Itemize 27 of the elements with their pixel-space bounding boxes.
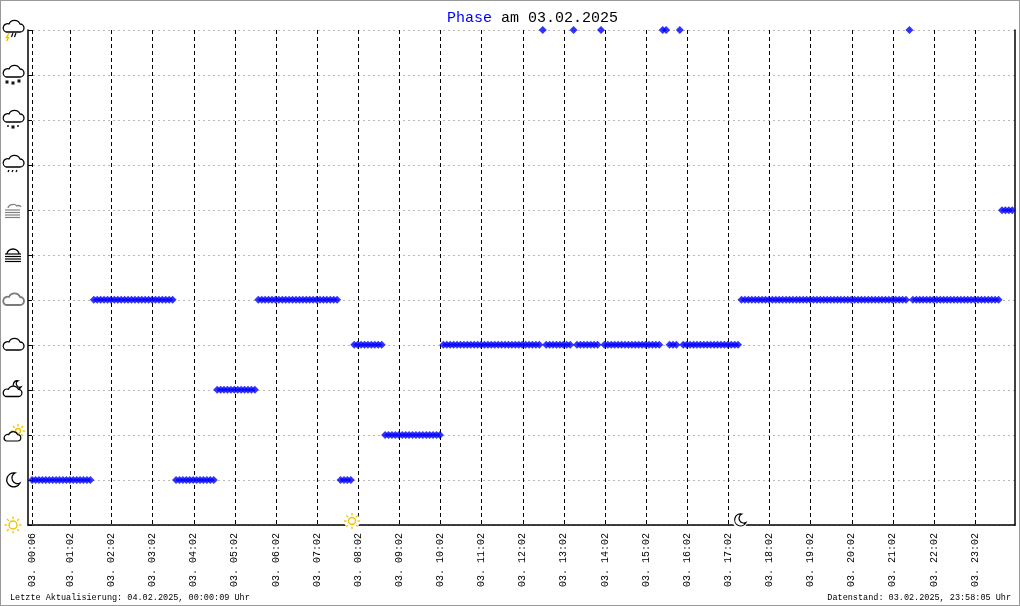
x-tick-label: 03. 21:02 [887,533,899,588]
x-tick-label: 03. 16:02 [681,533,693,588]
x-tick-label: 03. 04:02 [188,533,200,588]
x-tick-label: 03. 19:02 [805,533,817,588]
x-tick-label: 03. 23:02 [969,533,981,588]
x-tick-label: 03. 17:02 [723,533,734,588]
x-tick-label: 03. 22:02 [928,533,940,588]
x-tick-label: 03. 15:02 [640,533,652,588]
x-tick-label: 03. 00:06 [26,533,38,588]
x-tick-label: 03. 14:02 [599,533,611,588]
x-tick-label: 03. 08:02 [352,533,364,588]
x-tick-label: 03. 09:02 [394,533,405,588]
x-tick-label: 03. 02:02 [106,533,118,588]
text: Letzte Aktualisierung: 04.02.2025, 00:00:09 Uhr [10,592,250,603]
x-tick-label: 03. 05:02 [229,533,241,588]
x-tick-label: 03. 01:02 [65,533,76,588]
x-tick-label: 03. 18:02 [764,533,776,588]
x-tick-label: 03. 03:02 [147,533,159,588]
x-tick-label: 03. 13:02 [558,533,570,588]
x-tick-label: 03. 20:02 [846,533,858,588]
x-tick-label: 03. 11:02 [476,533,488,588]
chart-title: Phase am 03.02.2025 [447,10,619,27]
x-tick-label: 03. 12:02 [517,533,529,588]
x-tick-label: 03. 07:02 [311,533,323,588]
x-tick-label: 03. 06:02 [270,533,282,588]
x-tick-label: 03. 10:02 [435,533,447,588]
text: Datenstand: 03.02.2025, 23:58:05 Uhr [827,592,1012,603]
